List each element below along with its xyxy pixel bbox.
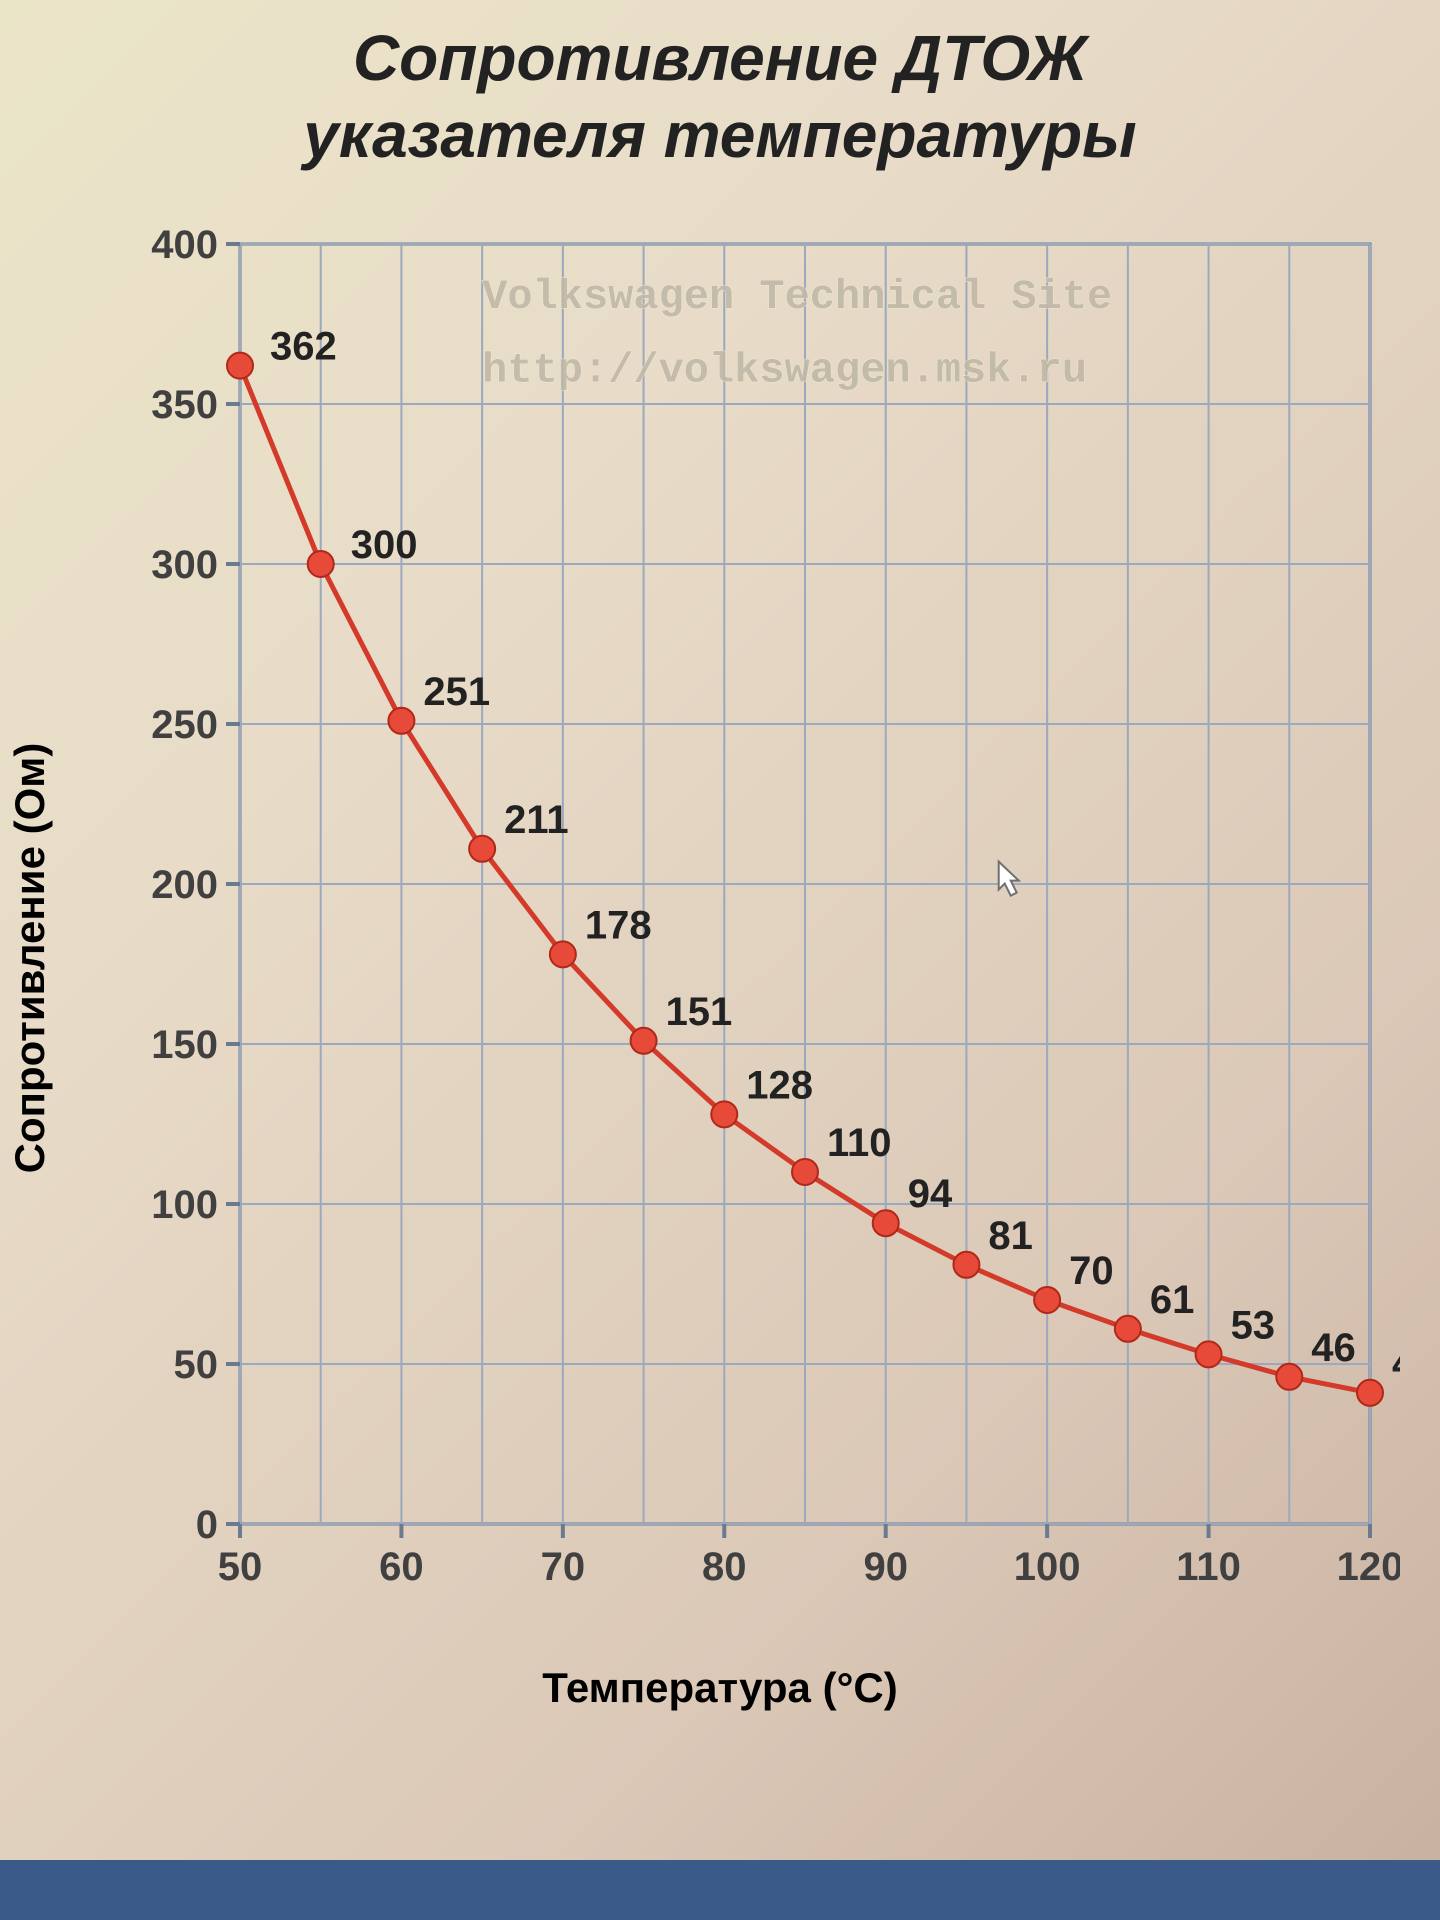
chart-title: Сопротивление ДТОЖ указателя температуры [40,20,1400,174]
data-marker [792,1159,818,1185]
data-point-label: 94 [908,1172,953,1216]
data-point-label: 46 [1311,1325,1356,1369]
y-tick-label: 150 [151,1023,218,1067]
data-marker [227,352,253,378]
data-marker [631,1027,657,1053]
data-point-label: 81 [988,1213,1033,1257]
x-tick-label: 110 [1176,1545,1241,1589]
data-marker [308,551,334,577]
title-line1: Сопротивление ДТОЖ [353,22,1087,94]
x-tick-label: 100 [1014,1545,1081,1589]
data-point-label: 211 [504,797,569,841]
data-point-label: 61 [1150,1277,1195,1321]
y-tick-label: 400 [151,223,218,267]
x-tick-label: 50 [218,1545,263,1589]
cursor-icon [999,861,1019,895]
chart-svg: 0501001502002503003504005060708090100110… [40,204,1400,1644]
y-tick-label: 50 [174,1343,219,1387]
data-point-label: 110 [827,1121,892,1165]
data-point-label: 251 [423,669,490,713]
data-point-label: 178 [585,903,652,947]
title-line2: указателя температуры [303,99,1136,171]
data-marker [953,1251,979,1277]
y-axis-label: Сопротивление (Ом) [6,742,54,1173]
data-point-label: 53 [1231,1303,1276,1347]
y-tick-label: 350 [151,383,218,427]
data-marker [1196,1341,1222,1367]
x-tick-label: 80 [702,1545,747,1589]
y-tick-label: 100 [151,1183,218,1227]
x-tick-label: 120 [1337,1545,1400,1589]
data-point-label: 300 [351,523,418,567]
data-point-label: 151 [666,989,733,1033]
data-point-label: 128 [746,1063,813,1107]
y-tick-label: 0 [196,1503,218,1547]
data-marker [873,1210,899,1236]
x-tick-label: 70 [541,1545,586,1589]
data-point-label: 70 [1069,1249,1114,1293]
data-marker [1276,1363,1302,1389]
data-marker [1034,1287,1060,1313]
chart-area: Сопротивление (Ом) 050100150200250300350… [40,204,1400,1712]
data-marker [711,1101,737,1127]
x-axis-label: Температура (°C) [40,1664,1400,1712]
x-tick-label: 90 [863,1545,908,1589]
data-point-label: 41 [1392,1341,1400,1385]
data-point-label: 362 [270,324,337,368]
watermark-line1: Volkswagen Technical Site [482,273,1112,321]
data-marker [1115,1315,1141,1341]
y-tick-label: 300 [151,543,218,587]
data-marker [1357,1379,1383,1405]
y-tick-label: 200 [151,863,218,907]
x-tick-label: 60 [379,1545,424,1589]
y-tick-label: 250 [151,703,218,747]
data-marker [550,941,576,967]
watermark-line2: http://volkswagen.msk.ru [482,346,1087,394]
data-marker [388,707,414,733]
data-marker [469,835,495,861]
bottom-bar [0,1860,1440,1920]
